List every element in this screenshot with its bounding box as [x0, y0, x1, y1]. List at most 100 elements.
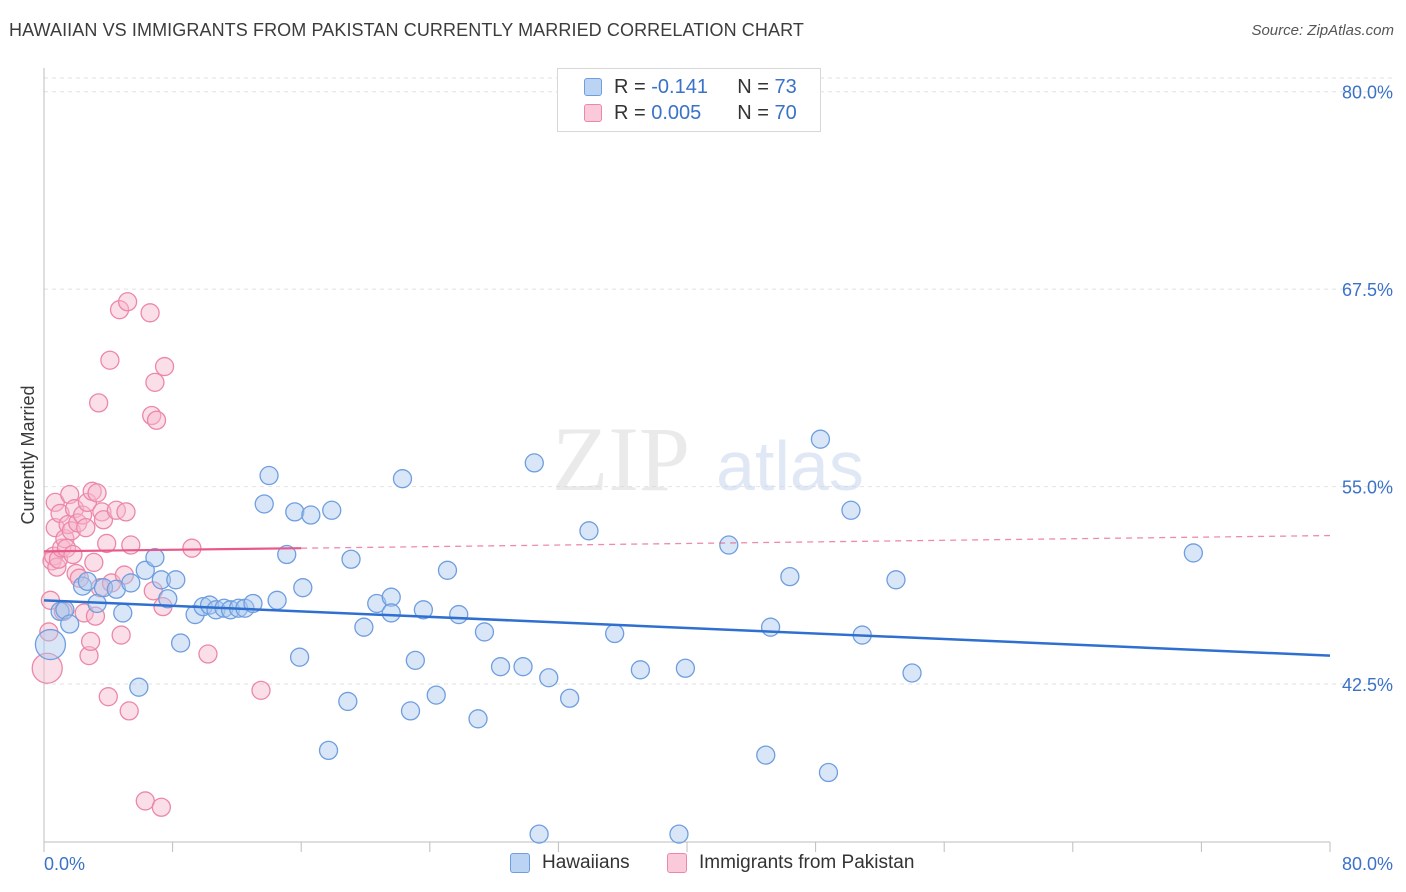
pakistan-point	[182, 538, 202, 558]
pakistan-point	[84, 552, 104, 573]
hawaiian-point	[437, 560, 458, 580]
y-tick-label: 80.0%	[1342, 83, 1393, 103]
pakistan-trend-line	[43, 547, 302, 553]
hawaiian-point	[400, 701, 421, 721]
hawaiian-point	[605, 623, 625, 644]
hawaiian-point	[267, 590, 287, 610]
hawaiian-point	[560, 688, 580, 708]
source-note: Source: ZipAtlas.com	[1251, 22, 1394, 39]
pakistan-point	[63, 544, 83, 565]
hawaiian-point	[259, 465, 279, 486]
hawaiian-point	[669, 824, 689, 844]
legend-n-label: N =	[737, 75, 769, 98]
pakistan-point	[140, 303, 160, 323]
pakistan-point	[151, 797, 171, 817]
hawaiian-point	[902, 663, 922, 683]
pakistan-point	[251, 680, 271, 701]
hawaiian-point	[129, 677, 149, 697]
y-axis-label: Currently Married	[18, 385, 38, 524]
hawaiian-point	[206, 600, 226, 620]
chart-title: HAWAIIAN VS IMMIGRANTS FROM PAKISTAN CUR…	[9, 20, 804, 40]
hawaiian-point	[277, 544, 297, 565]
hawaiian-point	[381, 603, 401, 623]
legend-r-value: 0.005	[651, 101, 702, 124]
legend-row-pakistan: R = 0.005 N = 70	[584, 101, 797, 125]
hawaiian-point	[630, 660, 651, 680]
pakistan-point	[60, 484, 80, 505]
hawaiian-point	[381, 587, 401, 607]
legend-r-label: R =	[614, 75, 646, 98]
hawaiian-point	[158, 589, 178, 609]
hawaiian-point	[113, 603, 133, 623]
legend-item-pakistan[interactable]: Immigrants from Pakistan	[667, 852, 914, 874]
pakistan-point	[76, 518, 96, 538]
hawaiian-point	[513, 657, 533, 677]
hawaiian-point	[780, 566, 800, 587]
pakistan-point	[146, 410, 167, 430]
hawaiian-point	[318, 740, 339, 761]
hawaiian-point	[468, 709, 488, 729]
pakistan-point	[117, 292, 138, 312]
hawaiian-point	[166, 570, 186, 590]
hawaiian-point	[289, 647, 310, 667]
hawaiian-point	[405, 650, 425, 670]
legend-swatch-blue	[584, 78, 602, 96]
pakistan-point	[109, 300, 130, 320]
grid-lines	[44, 77, 1392, 685]
hawaiian-trend-line	[43, 599, 1331, 657]
hawaiian-point	[524, 453, 544, 473]
pakistan-point	[89, 393, 109, 413]
hawaiian-point	[341, 549, 361, 569]
hawaiian-point	[34, 628, 67, 661]
pakistan-point	[93, 510, 114, 530]
x-tick-label: 80.0%	[1342, 854, 1393, 874]
hawaiian-point	[185, 604, 205, 625]
hawaiian-point	[1183, 543, 1204, 563]
hawaiian-point	[426, 685, 446, 705]
hawaiian-point	[760, 617, 781, 637]
pakistan-point	[61, 521, 81, 541]
stats-legend: R = -0.141 N = 73 R = 0.005 N = 70	[557, 68, 821, 132]
hawaiian-point	[392, 469, 413, 489]
hawaiian-point	[301, 505, 321, 525]
hawaiian-point	[354, 617, 374, 637]
legend-n-value: 70	[774, 101, 797, 124]
pakistan-point	[116, 502, 136, 522]
legend-swatch-pink	[667, 853, 687, 873]
hawaiian-point	[145, 548, 165, 568]
pakistan-point	[92, 502, 112, 522]
pakistan-point	[145, 372, 165, 392]
watermark: ZIP atlas	[552, 408, 864, 510]
hawaiian-point	[490, 657, 511, 677]
pakistan-point	[87, 483, 107, 503]
hawaiian-point	[413, 600, 434, 620]
hawaiian-point	[579, 521, 599, 541]
series-legend: Hawaiians Immigrants from Pakistan	[0, 852, 1406, 878]
pakistan-point	[50, 503, 70, 524]
legend-item-hawaiians[interactable]: Hawaiians	[510, 852, 630, 874]
hawaiian-point	[254, 494, 274, 514]
hawaiian-point	[841, 500, 861, 520]
hawaiian-point	[810, 429, 831, 449]
pakistan-point	[72, 505, 93, 525]
pakistan-point	[31, 652, 63, 684]
pakistan-point	[74, 603, 94, 623]
hawaiian-point	[449, 604, 469, 625]
legend-r-label: R =	[614, 101, 646, 124]
y-tick-label: 55.0%	[1342, 478, 1393, 498]
x-tick-label: 0.0%	[44, 854, 85, 874]
tick-labels: 42.5% 55.0% 67.5% 80.0% 0.0% 80.0%	[44, 83, 1393, 874]
watermark-zip: ZIP	[552, 408, 690, 510]
pakistan-point	[47, 557, 67, 577]
trend-lines	[43, 534, 1331, 657]
watermark-atlas: atlas	[716, 427, 864, 505]
legend-swatch-blue	[510, 853, 530, 873]
pakistan-point	[80, 631, 101, 652]
hawaiian-point	[285, 502, 305, 522]
pakistan-point	[198, 644, 218, 664]
legend-n-value: 73	[774, 75, 797, 98]
hawaiian-point	[675, 658, 696, 678]
legend-label: Immigrants from Pakistan	[699, 852, 915, 873]
axes	[43, 68, 1331, 852]
